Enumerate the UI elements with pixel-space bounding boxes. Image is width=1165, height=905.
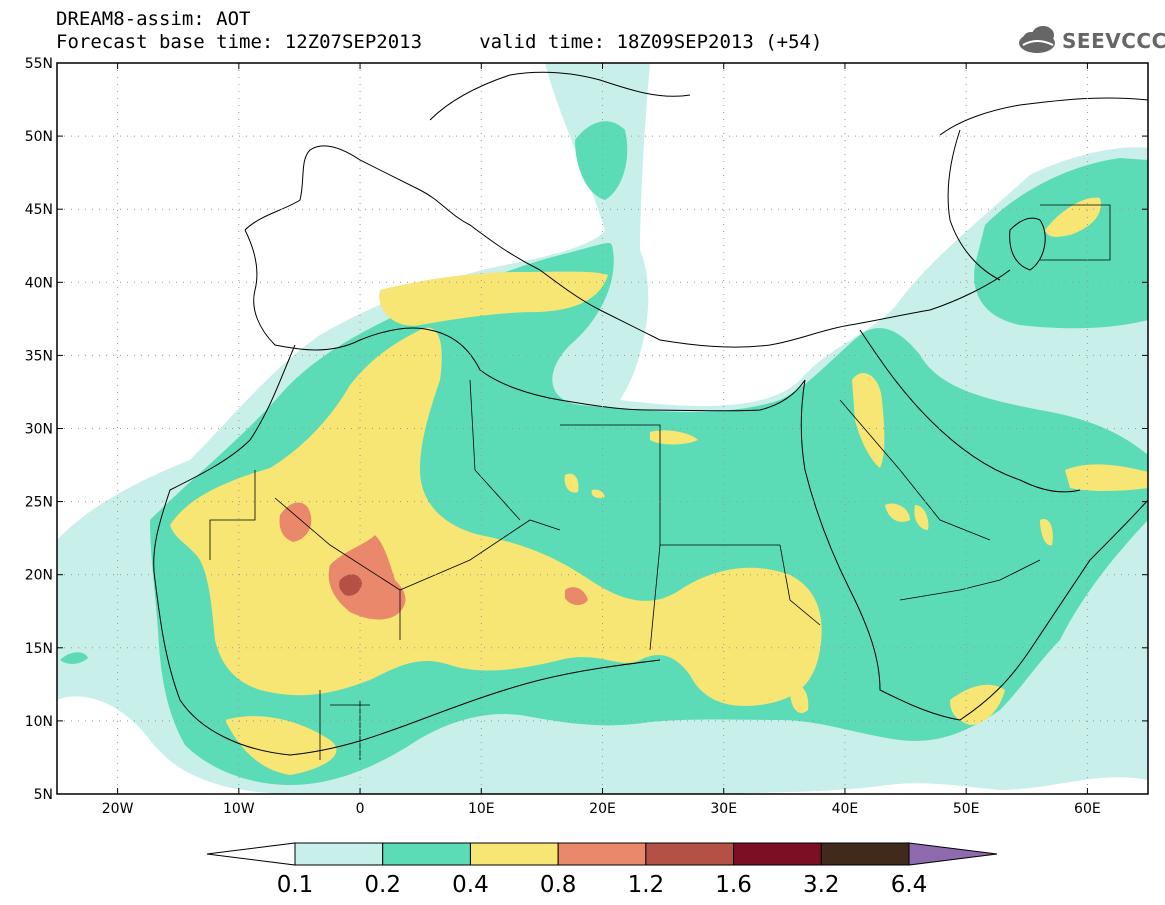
lat-label: 35N: [25, 348, 53, 364]
colorbar-box: [382, 842, 471, 866]
lon-label: 50E: [953, 801, 980, 817]
colorbar-box: [645, 842, 735, 866]
lon-label: 20W: [102, 801, 134, 817]
lat-label: 40N: [25, 275, 53, 291]
lon-label: 10W: [223, 801, 255, 817]
colorbar-label: 0.8: [540, 872, 577, 898]
lon-label: 10E: [468, 801, 495, 817]
lat-label: 5N: [34, 787, 53, 803]
colorbar-box: [733, 842, 822, 866]
colorbar-max-arrow: [908, 842, 998, 866]
lon-label: 40E: [832, 801, 859, 817]
longitude-labels: 20W 10W 0 10E 20E 30E 40E 50E 60E: [102, 801, 1101, 817]
colorbar: 0.1 0.2 0.4 0.8 1.2 1.6 3.2 6.4: [206, 842, 998, 898]
lat-label: 50N: [25, 129, 53, 145]
colorbar-box: [557, 842, 647, 866]
seevccc-logo: [1019, 26, 1055, 53]
lat-label: 55N: [25, 56, 53, 72]
map-grid: [57, 63, 1148, 794]
lon-label: 60E: [1074, 801, 1101, 817]
colorbar-box: [820, 842, 910, 866]
lat-label: 20N: [25, 568, 53, 584]
lat-label: 45N: [25, 202, 53, 218]
map-title: DREAM8-assim: AOT: [56, 8, 251, 30]
lat-label: 15N: [25, 641, 53, 657]
colorbar-label: 1.2: [628, 872, 665, 898]
lon-label: 20E: [589, 801, 616, 817]
colorbar-box: [294, 842, 384, 866]
colorbar-label: 3.2: [803, 872, 840, 898]
lon-label: 30E: [710, 801, 737, 817]
lat-label: 25N: [25, 495, 53, 511]
colorbar-min-arrow: [206, 842, 296, 866]
aot-level-0.4: [170, 197, 1148, 775]
logo-text: SEEVCCC: [1062, 29, 1165, 53]
forecast-time-line: Forecast base time: 12Z07SEP2013 valid t…: [56, 31, 823, 53]
latitude-labels: 55N 50N 45N 40N 35N 30N 25N 20N 15N 10N 5N: [25, 56, 53, 803]
colorbar-label: 0.4: [452, 872, 489, 898]
colorbar-label: 0.2: [364, 872, 401, 898]
lat-label: 30N: [25, 422, 53, 438]
lon-label: 0: [356, 801, 365, 817]
colorbar-label: 0.1: [277, 872, 314, 898]
aot-level-1.2: [339, 574, 362, 596]
colorbar-box: [469, 842, 559, 866]
aot-contours: [57, 63, 1148, 794]
colorbar-label: 6.4: [891, 872, 928, 898]
colorbar-label: 1.6: [715, 872, 752, 898]
lat-label: 10N: [25, 714, 53, 730]
country-borders: [209, 204, 1111, 760]
cloud-icon: [1019, 26, 1055, 53]
axis-ticks: [57, 62, 1148, 795]
